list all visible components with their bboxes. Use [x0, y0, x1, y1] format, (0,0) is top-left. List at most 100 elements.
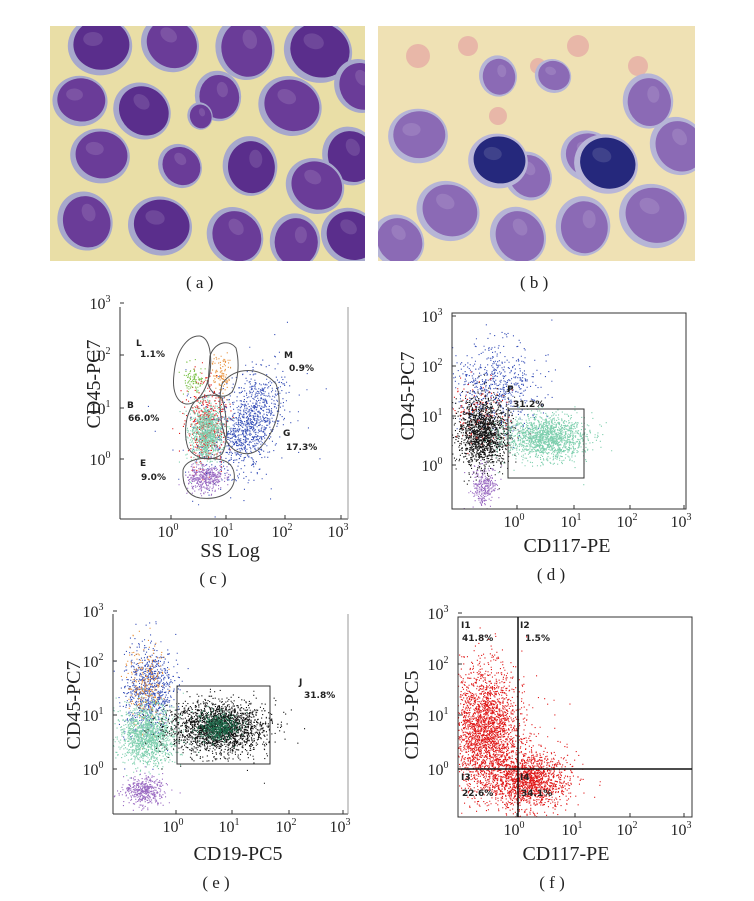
micrograph-b-image: [378, 26, 695, 261]
cell: [127, 196, 193, 256]
gate-b-outline: [185, 394, 227, 460]
quadrant-3-value: 34.1%: [521, 789, 552, 799]
gate-j-box: [176, 685, 271, 765]
red-blood-cell: [458, 36, 478, 56]
plot-e-x-label: CD19-PC5: [194, 843, 283, 865]
tick-label: 100: [158, 522, 179, 541]
tick-label: 100: [90, 450, 111, 469]
plot-c-ticks: 100 101 102 103 100 101 102 103: [90, 294, 349, 541]
plot-d-ticks: 100 101 102 103 100 101 102 103: [422, 307, 692, 531]
cell: [269, 213, 321, 261]
red-blood-cell: [628, 56, 648, 76]
plot-e: J 31.8% 100 101 102 103 100 101 102 103 CD45-PC…: [63, 602, 351, 865]
gate-c-0-value: 1.1%: [140, 350, 165, 360]
tick-label: 102: [617, 820, 638, 839]
cell: [479, 55, 517, 97]
cell: [534, 59, 572, 93]
event-cloud: [458, 627, 555, 814]
event-cloud: [113, 766, 181, 811]
gate-c-3-id: G: [283, 429, 290, 439]
event-cloud: [452, 374, 531, 490]
plot-f: I1 41.8% I2 1.5% I3 22.6% I4 34.1% 100 10…: [401, 604, 693, 865]
cell: [574, 134, 638, 194]
gate-c-4-value: 9.0%: [141, 473, 166, 483]
gate-p-box: [507, 408, 585, 479]
tick-label: 103: [422, 307, 443, 326]
cell: [378, 214, 425, 261]
event-cloud: [452, 319, 591, 449]
cell: [215, 26, 275, 80]
plot-c-y-label: CD45-PC7: [83, 340, 105, 429]
cell: [113, 82, 171, 140]
tick-label: 102: [90, 346, 111, 365]
cell: [158, 143, 202, 189]
tick-label: 102: [83, 652, 104, 671]
cell: [67, 26, 133, 76]
cell: [52, 75, 108, 127]
plot-f-events: [458, 627, 601, 817]
cell: [388, 108, 448, 164]
quadrant-1-value: 1.5%: [525, 634, 550, 644]
cell: [141, 26, 199, 73]
tick-label: 100: [428, 760, 449, 779]
plot-d-events: [452, 319, 613, 509]
cell: [416, 180, 480, 242]
event-cloud: [178, 456, 230, 497]
micrograph-a-image: [50, 26, 365, 261]
cell: [222, 136, 278, 196]
tick-label: 101: [428, 706, 449, 725]
tick-label: 101: [83, 706, 104, 725]
gate-c-2-id: B: [127, 401, 134, 411]
caption-d: ( d ): [537, 565, 565, 584]
plot-d-y-label: CD45-PC7: [397, 352, 419, 441]
plot-f-y-label: CD19-PC5: [401, 671, 423, 760]
quadrant-0-value: 41.8%: [462, 634, 493, 644]
tick-label: 103: [671, 820, 692, 839]
gate-c-1-id: M: [284, 351, 293, 361]
micrograph-a: [50, 26, 365, 261]
tick-label: 101: [213, 522, 234, 541]
cell: [283, 26, 353, 83]
quadrant-2-id: I3: [461, 773, 471, 783]
cell: [622, 73, 674, 129]
plot-c-events: [147, 321, 327, 518]
event-cloud: [193, 321, 308, 496]
tick-label: 103: [328, 522, 349, 541]
micrograph-b: [378, 26, 695, 261]
tick-label: 103: [671, 512, 692, 531]
cell: [320, 207, 365, 261]
gate-d-0-id: P: [507, 385, 514, 395]
cell: [187, 102, 213, 130]
tick-label: 101: [561, 512, 582, 531]
red-blood-cell: [406, 44, 430, 68]
cell: [649, 116, 695, 176]
gate-c-0-id: L: [136, 339, 142, 349]
plot-c-x-label: SS Log: [200, 540, 259, 562]
cell: [555, 196, 611, 256]
tick-label: 102: [422, 357, 443, 376]
gate-l-outline: [173, 335, 212, 405]
tick-label: 101: [562, 820, 583, 839]
plot-f-ticks: 100 101 102 103 100 101 102 103: [428, 604, 692, 839]
gate-c-1-value: 0.9%: [289, 364, 314, 374]
event-cloud: [178, 359, 206, 395]
cell: [619, 183, 687, 249]
tick-label: 103: [90, 294, 111, 313]
cell: [489, 206, 547, 261]
event-cloud: [184, 705, 248, 753]
cell: [258, 76, 322, 136]
gate-d-0-value: 31.2%: [513, 400, 544, 410]
caption-c: ( c ): [199, 569, 226, 588]
tick-label: 100: [504, 820, 525, 839]
caption-a: ( a ): [186, 273, 214, 292]
event-cloud: [484, 406, 613, 486]
tick-label: 100: [422, 456, 443, 475]
quadrant-2-value: 22.6%: [462, 789, 493, 799]
plot-d-x-label: CD117-PE: [523, 535, 610, 557]
tick-label: 103: [428, 604, 449, 623]
gate-e-outline: [182, 457, 235, 499]
tick-label: 102: [617, 512, 638, 531]
gate-e-0-id: J: [298, 678, 302, 688]
tick-label: 100: [163, 817, 184, 836]
